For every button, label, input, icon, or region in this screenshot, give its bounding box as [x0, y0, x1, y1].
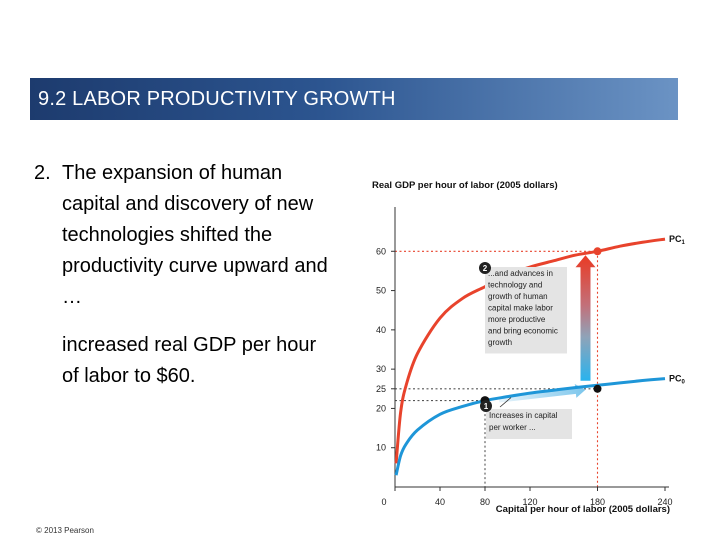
x-tick-label: 240 [657, 497, 672, 507]
copyright-notice: © 2013 Pearson [36, 526, 94, 535]
annotation-2-badge-number: 2 [483, 264, 488, 273]
x-tick-label: 80 [480, 497, 490, 507]
slide-title-bar: 9.2 LABOR PRODUCTIVITY GROWTH [30, 78, 678, 120]
y-tick-label: 60 [376, 246, 386, 256]
along-curve-arrow-shape [498, 383, 586, 403]
shift-arrows [498, 255, 596, 403]
pc0-curve [394, 377, 666, 476]
pc0-label-sub: 0 [682, 380, 686, 386]
y-tick-label: 30 [376, 364, 386, 374]
productivity-chart: Real GDP per hour of labor (2005 dollars… [372, 180, 686, 515]
annotation-2-line: ...and advances in [488, 269, 553, 278]
y-tick-label: 20 [376, 403, 386, 413]
x-axis-title: Capital per hour of labor (2005 dollars) [496, 504, 670, 515]
bullet-number: 2. [34, 162, 51, 184]
annotation-2: ...and advances in technology and growth o… [479, 262, 567, 354]
slide-title: 9.2 LABOR PRODUCTIVITY GROWTH [38, 87, 396, 110]
y-tick-label: 50 [376, 286, 386, 296]
slide-body: 2. The expansion of human capital and di… [34, 158, 334, 392]
reference-dashes [395, 250, 599, 487]
annotation-1-box [486, 409, 572, 439]
pc0-label-main: PC [669, 374, 682, 384]
annotation-1: Increases in capital per worker ... 1 [480, 397, 572, 439]
x-tick-label: 0 [381, 497, 386, 507]
point-b [593, 384, 602, 393]
pc1-label: PC1 [669, 234, 686, 246]
annotation-2-box [485, 267, 567, 354]
annotation-2-line: technology and [488, 281, 542, 290]
x-tick-label: 40 [435, 497, 445, 507]
annotation-1-line: Increases in capital [489, 411, 558, 420]
y-axis-title: Real GDP per hour of labor (2005 dollars… [372, 180, 558, 191]
annotation-1-line: per worker ... [489, 423, 536, 432]
x-tick-label: 120 [522, 497, 537, 507]
annotation-2-line: growth of human [488, 292, 548, 301]
chart-axes [391, 207, 669, 491]
pc1-label-sub: 1 [682, 240, 686, 246]
annotation-2-line: growth [488, 338, 512, 347]
paragraph-text-1: The expansion of human capital and disco… [62, 162, 328, 308]
annotation-2-line: and bring economic [488, 327, 558, 336]
pc0-label: PC0 [669, 374, 686, 386]
y-tick-label: 40 [376, 325, 386, 335]
y-tick-label: 25 [376, 384, 386, 394]
chart-annotations: ...and advances in technology and growth o… [479, 262, 572, 439]
annotation-1-leader [499, 397, 512, 408]
pc1-label-main: PC [669, 234, 682, 244]
along-curve-arrow [498, 383, 586, 403]
annotation-2-line: more productive [488, 315, 546, 324]
bullet-paragraph-2: increased real GDP per hour of labor to … [34, 330, 334, 392]
upward-shift-arrow [575, 255, 596, 381]
tick-labels: 10 20 25 30 40 50 60 0 40 80 120 180 240 [376, 246, 673, 507]
annotation-2-badge [479, 262, 491, 274]
bullet-paragraph-1: 2. The expansion of human capital and di… [34, 158, 334, 313]
paragraph-text-2: increased real GDP per hour of labor to … [62, 334, 317, 387]
annotation-1-badge-number: 1 [484, 402, 489, 411]
annotation-1-badge [480, 400, 492, 412]
point-c [593, 247, 602, 256]
y-tick-label: 10 [376, 443, 386, 453]
annotation-2-line: capital make labor [488, 304, 553, 313]
x-tick-label: 180 [590, 497, 605, 507]
